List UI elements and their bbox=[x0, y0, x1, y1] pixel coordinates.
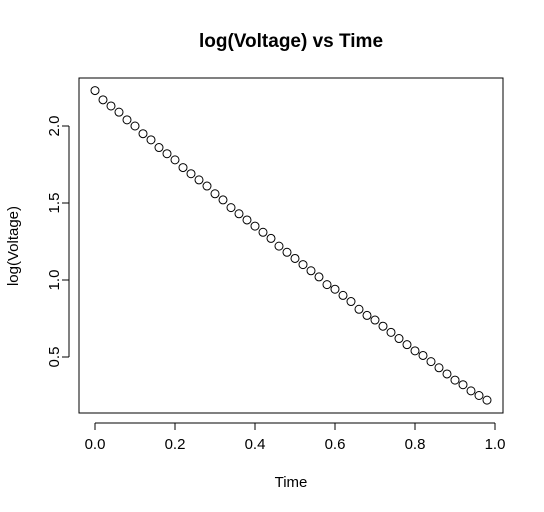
data-point bbox=[258, 227, 268, 237]
chart-title: log(Voltage) vs Time bbox=[199, 31, 383, 52]
data-point bbox=[210, 189, 220, 199]
x-tick-label: 0.0 bbox=[85, 436, 106, 453]
data-point bbox=[378, 321, 388, 331]
data-point bbox=[266, 233, 276, 243]
data-point bbox=[130, 121, 140, 131]
x-tick-label: 0.8 bbox=[405, 436, 426, 453]
data-point bbox=[386, 327, 396, 337]
data-point bbox=[474, 391, 484, 400]
data-point bbox=[218, 195, 228, 205]
data-point bbox=[194, 175, 204, 185]
data-point bbox=[122, 115, 132, 125]
data-point bbox=[106, 101, 116, 111]
y-axis: 0.5 1.0 1.5 2.0 bbox=[46, 116, 70, 368]
x-axis: 0.0 0.2 0.4 0.6 0.8 1.0 bbox=[85, 422, 506, 453]
y-tick-label: 1.5 bbox=[46, 193, 63, 214]
data-point bbox=[458, 380, 468, 390]
data-point bbox=[306, 266, 316, 276]
x-tick-label: 0.6 bbox=[325, 436, 346, 453]
data-point bbox=[314, 272, 324, 282]
y-tick-label: 2.0 bbox=[46, 116, 63, 137]
data-point bbox=[250, 221, 260, 231]
data-point bbox=[418, 350, 428, 360]
data-point bbox=[338, 290, 348, 300]
data-point bbox=[162, 149, 172, 159]
data-point bbox=[170, 155, 180, 165]
data-points bbox=[90, 86, 492, 405]
data-point bbox=[442, 369, 452, 379]
data-point bbox=[434, 363, 444, 373]
data-point bbox=[330, 284, 340, 294]
data-point bbox=[362, 310, 372, 320]
data-point bbox=[346, 297, 356, 307]
data-point bbox=[98, 95, 108, 105]
data-point bbox=[322, 280, 332, 290]
x-tick-label: 1.0 bbox=[485, 436, 506, 453]
data-point bbox=[242, 215, 252, 225]
data-point bbox=[234, 209, 244, 219]
data-point bbox=[226, 203, 236, 213]
data-point bbox=[394, 334, 404, 344]
y-tick-label: 1.0 bbox=[46, 270, 63, 291]
data-point bbox=[138, 129, 148, 139]
data-point bbox=[354, 304, 364, 314]
data-point bbox=[282, 247, 292, 257]
data-point bbox=[482, 395, 492, 405]
x-tick-label: 0.2 bbox=[165, 436, 186, 453]
x-axis-label: Time bbox=[275, 474, 308, 491]
data-point bbox=[178, 163, 188, 173]
y-axis-label: log(Voltage) bbox=[5, 206, 22, 286]
data-point bbox=[450, 375, 460, 385]
data-point bbox=[274, 241, 284, 251]
data-point bbox=[114, 107, 124, 117]
data-point bbox=[426, 357, 436, 367]
x-tick-label: 0.4 bbox=[245, 436, 266, 453]
data-point bbox=[202, 181, 212, 191]
data-point bbox=[146, 135, 156, 145]
data-point bbox=[154, 143, 164, 153]
data-point bbox=[402, 340, 412, 350]
data-point bbox=[298, 260, 308, 270]
data-point bbox=[370, 315, 380, 325]
data-point bbox=[90, 86, 100, 96]
data-point bbox=[466, 386, 476, 396]
data-point bbox=[290, 253, 300, 263]
y-tick-label: 0.5 bbox=[46, 347, 63, 368]
data-point bbox=[410, 346, 420, 356]
data-point bbox=[186, 169, 196, 179]
plot-area-frame bbox=[78, 77, 504, 414]
